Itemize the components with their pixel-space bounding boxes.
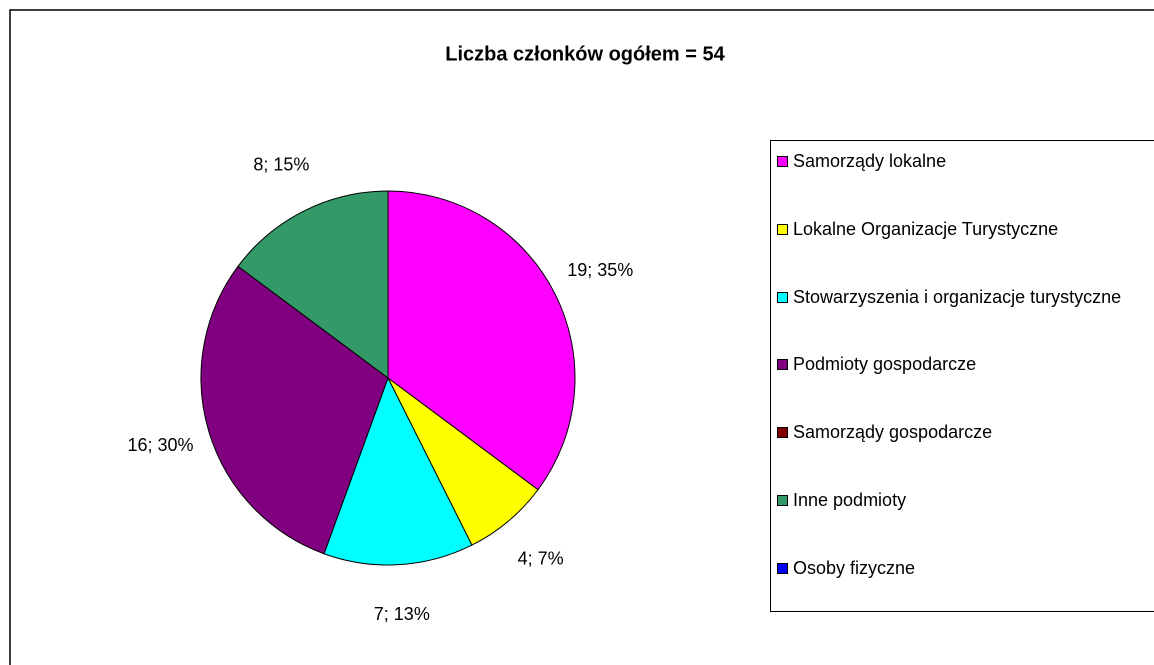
legend-entry: Samorządy lokalne (777, 148, 1154, 174)
legend-label: Stowarzyszenia i organizacje turystyczne (793, 286, 1122, 307)
pie-slice (323, 376, 473, 566)
legend-label: Osoby fizyczne (793, 557, 916, 578)
legend-swatch (777, 495, 788, 506)
legend-entry: Samorządy gospodarcze (777, 419, 1154, 445)
chart-title: Liczba członków ogółem = 54 (445, 43, 725, 65)
legend-swatch (777, 291, 788, 303)
chart-frame (9, 9, 1154, 665)
legend-entry: Lokalne Organizacje Turystyczne (777, 216, 1154, 242)
legend-label: Samorządy gospodarcze (793, 422, 993, 443)
legend-label: Podmioty gospodarcze (793, 354, 977, 375)
legend-swatch (777, 223, 788, 235)
legend-entry: Osoby fizyczne (777, 555, 1154, 581)
data-label: 8; 15% (253, 155, 309, 175)
data-label: 4; 7% (518, 549, 564, 569)
data-label: 19; 35% (567, 260, 633, 280)
data-label: 7; 13% (374, 604, 430, 624)
legend-swatch (777, 562, 788, 574)
legend-label: Lokalne Organizacje Turystyczne (793, 218, 1059, 239)
legend-entry: Inne podmioty (777, 487, 1154, 513)
pie-slice (237, 190, 389, 379)
legend-entry: Podmioty gospodarcze (777, 351, 1154, 377)
pie-slice (387, 190, 576, 491)
legend: Samorządy lokalne Lokalne Organizacje Tur… (770, 140, 1154, 612)
data-label: 16; 30% (127, 435, 193, 455)
legend-label: Samorządy lokalne (793, 151, 947, 171)
legend-swatch (777, 156, 788, 167)
pie-slice (200, 265, 389, 555)
legend-label: Inne podmioty (793, 490, 907, 510)
legend-entry: Stowarzyszenia i organizacje turystyczne (777, 284, 1154, 310)
legend-swatch (777, 359, 788, 371)
legend-swatch (777, 427, 788, 439)
